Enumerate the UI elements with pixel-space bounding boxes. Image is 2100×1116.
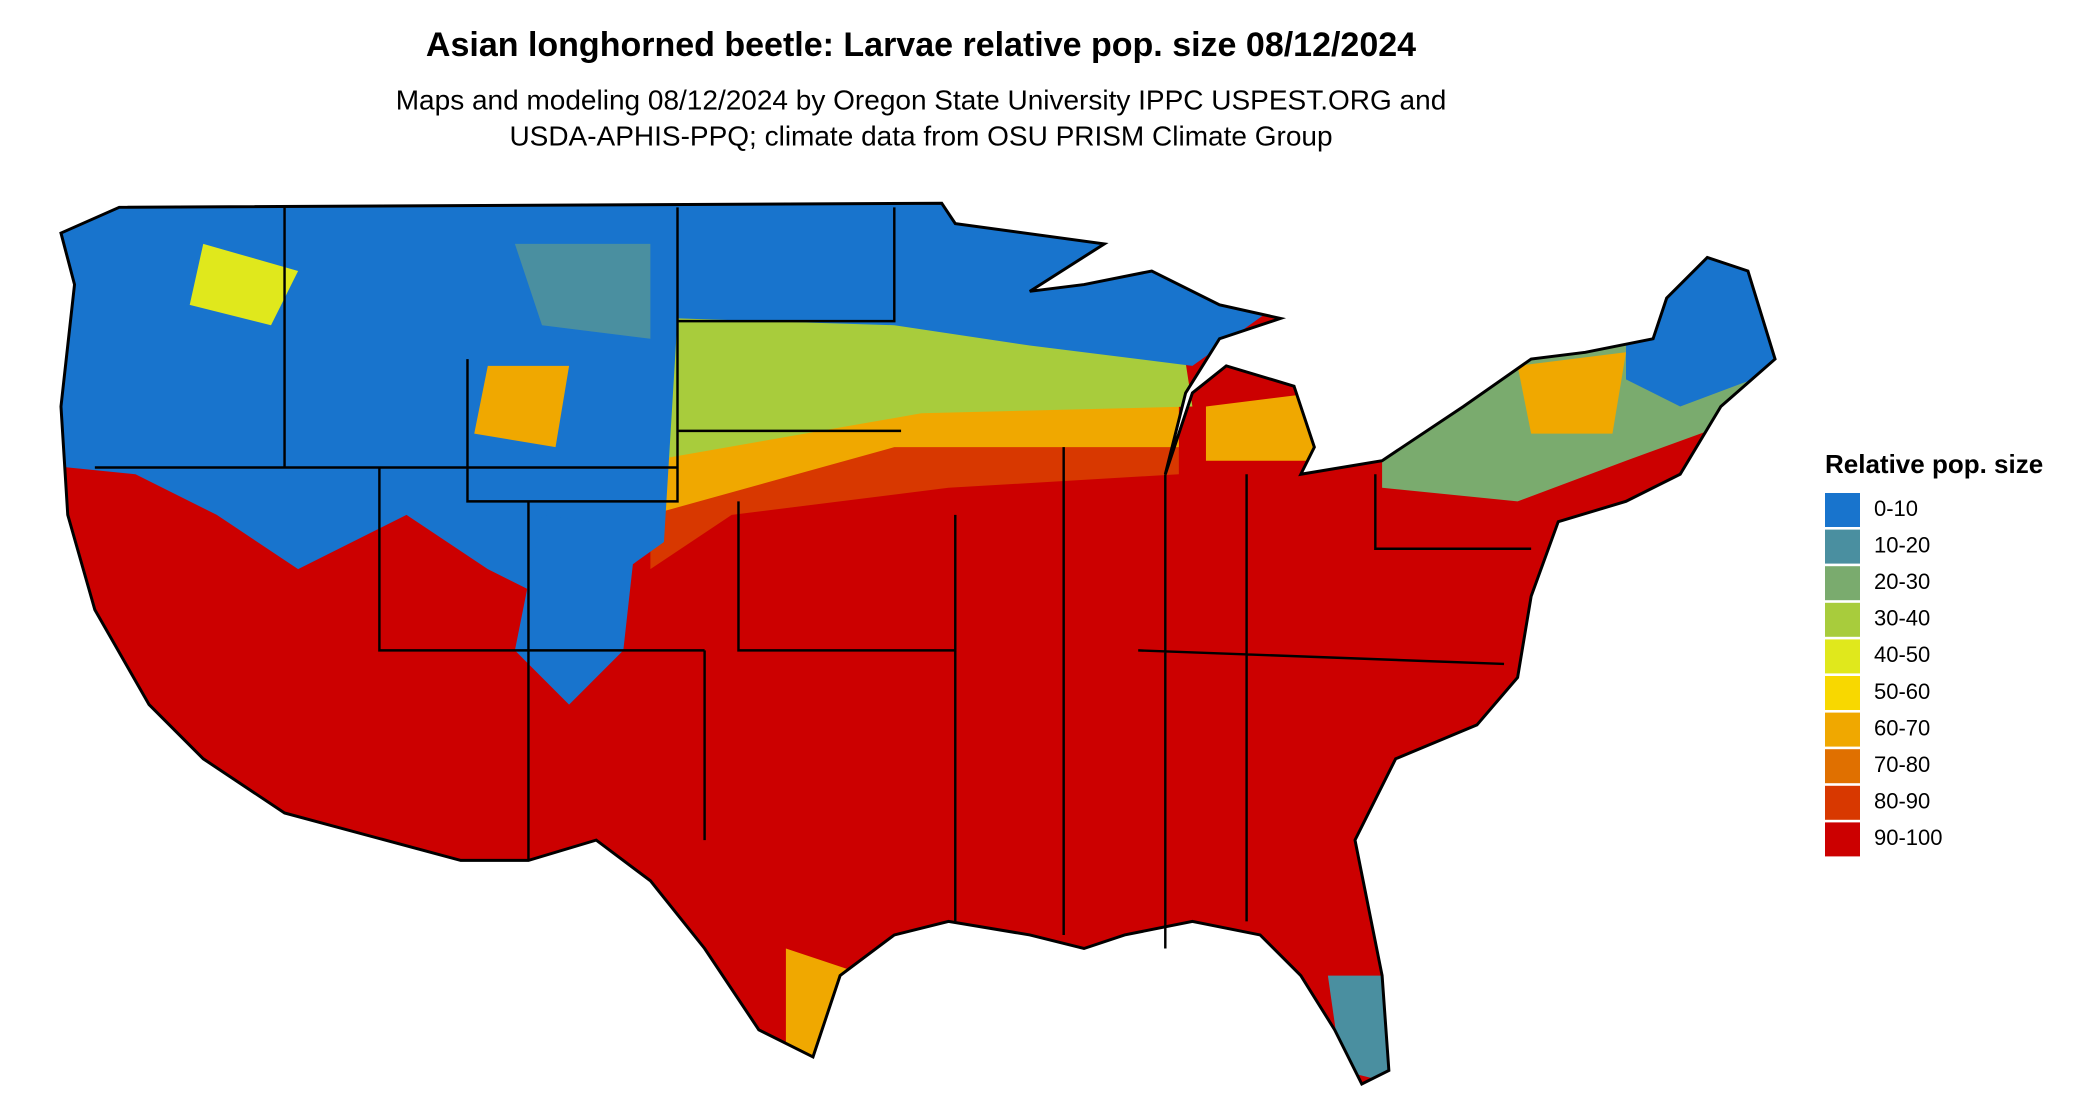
region-fill xyxy=(785,948,868,1071)
legend-label: 70-80 xyxy=(1874,752,1930,777)
legend-label: 50-60 xyxy=(1874,679,1930,704)
region-fill xyxy=(474,365,570,448)
legend-title: Relative pop. size xyxy=(1825,449,2043,479)
legend-swatch xyxy=(1825,785,1860,820)
legend-label: 10-20 xyxy=(1874,532,1930,557)
subtitle-line: USDA-APHIS-PPQ; climate data from OSU PR… xyxy=(509,120,1332,151)
region-fill xyxy=(1517,352,1626,434)
legend-swatch xyxy=(1825,529,1860,564)
legend-swatch xyxy=(1825,712,1860,747)
legend-swatch xyxy=(1825,566,1860,601)
region-fill xyxy=(189,243,299,326)
legend-swatch xyxy=(1825,639,1860,674)
legend-swatch xyxy=(1825,822,1860,857)
region-fill xyxy=(1205,392,1315,461)
legend-label: 0-10 xyxy=(1874,496,1918,521)
legend-swatch xyxy=(1825,493,1860,527)
subtitle-line: Maps and modeling 08/12/2024 by Oregon S… xyxy=(396,84,1447,115)
legend: 0-10 10-20 20-30 30-40 40-50 50-60 60-70 70-80 8… xyxy=(1825,493,1943,857)
state-borders xyxy=(94,207,1532,949)
legend-label: 30-40 xyxy=(1874,606,1930,631)
region-fill xyxy=(514,514,637,705)
legend-label: 40-50 xyxy=(1874,642,1930,667)
legend-swatch xyxy=(1825,602,1860,637)
legend-swatch xyxy=(1825,749,1860,784)
legend-label: 80-90 xyxy=(1874,789,1930,814)
legend-label: 20-30 xyxy=(1874,569,1930,594)
region-fill xyxy=(514,243,651,339)
us-map xyxy=(59,201,1777,1086)
us-outline xyxy=(59,201,1777,1086)
legend-label: 60-70 xyxy=(1874,715,1930,740)
legend-label: 90-100 xyxy=(1874,825,1943,850)
legend-swatch xyxy=(1825,676,1860,710)
map-title: Asian longhorned beetle: Larvae relative… xyxy=(426,26,1416,64)
